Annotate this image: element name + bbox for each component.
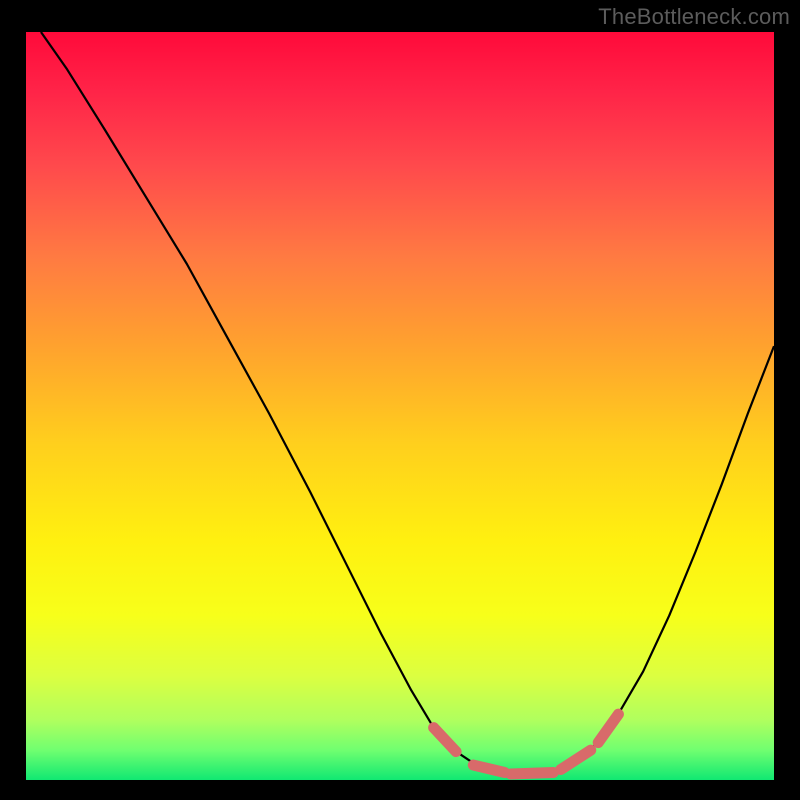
bottleneck-chart xyxy=(0,0,800,800)
watermark-text: TheBottleneck.com xyxy=(598,4,790,30)
optimal-zone-marker xyxy=(511,773,554,775)
chart-stage: TheBottleneck.com xyxy=(0,0,800,800)
optimal-zone-marker xyxy=(473,765,504,772)
